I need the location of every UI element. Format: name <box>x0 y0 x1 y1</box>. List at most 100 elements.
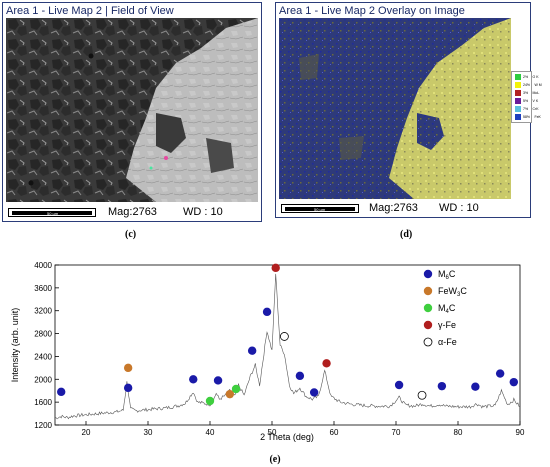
legend-marker <box>423 303 433 313</box>
xrd-chart: 1200 1600 2000 2400 2800 3200 3600 4000 20 30 40 5… <box>10 261 525 465</box>
legend-label: FeW3C <box>438 286 467 298</box>
phase-markers <box>57 263 518 406</box>
legend-label: γ-Fe <box>438 320 456 330</box>
x-tick-label: 20 <box>82 428 91 437</box>
phase-marker <box>123 363 133 373</box>
legend-row: 7% CrK <box>515 105 539 113</box>
y-tick-label: 2000 <box>34 375 52 384</box>
legend-marker <box>423 286 433 296</box>
legend-element: V K <box>532 99 539 103</box>
chart-legend: M6C FeW3C M4C γ-Fe α-Fe <box>423 269 467 347</box>
panel-c-mag: Mag:2763 <box>108 206 157 218</box>
legend-marker <box>423 320 433 330</box>
panel-d-scalebar <box>285 207 355 211</box>
legend-element: FeK <box>534 115 541 119</box>
panel-d-scale-text: 50 µm <box>314 206 326 212</box>
y-axis-ticks: 1200 1600 2000 2400 2800 3200 3600 4000 <box>34 261 59 430</box>
marker-alpha-fe <box>417 390 427 400</box>
legend-label: M6C <box>438 269 456 281</box>
x-tick-label: 60 <box>330 428 339 437</box>
xrd-pattern-line <box>54 273 521 420</box>
legend-element: MoL <box>532 91 540 95</box>
legend-swatch <box>515 74 521 80</box>
panel-d-title: Area 1 - Live Map 2 Overlay on Image <box>279 5 465 17</box>
panel-c-scale-text: 50 µm <box>47 210 59 216</box>
x-tick-label: 70 <box>392 428 401 437</box>
legend-pct: 5% <box>523 99 529 103</box>
legend-swatch <box>515 90 521 96</box>
panel-d-wd: WD : 10 <box>439 202 479 214</box>
legend-pct: 58% <box>523 115 531 119</box>
legend-element: O K <box>532 75 539 79</box>
x-axis-label: 2 Theta (deg) <box>260 432 314 442</box>
legend-label: M4C <box>438 303 456 315</box>
panel-c-title: Area 1 - Live Map 2 | Field of View <box>6 5 174 17</box>
phase-marker <box>309 388 319 397</box>
phase-marker <box>322 359 331 368</box>
legend-pct: 7% <box>523 107 529 111</box>
legend-swatch <box>515 82 521 88</box>
phase-marker <box>394 380 404 390</box>
legend-swatch <box>515 106 521 112</box>
phase-marker <box>271 263 280 273</box>
legend-row: 3% MoL <box>515 89 539 97</box>
panel-d-label: (d) <box>400 229 413 240</box>
panel-c-frame: Area 1 - Live Map 2 | Field of View <box>2 2 262 222</box>
y-axis-label: Intensity (arb. unit) <box>10 308 20 383</box>
y-tick-label: 3200 <box>34 307 52 316</box>
legend-row: 24% W M <box>515 81 542 89</box>
panel-c-label: (c) <box>125 229 137 240</box>
legend-element: W M <box>534 83 542 87</box>
phase-marker <box>295 371 305 381</box>
x-tick-label: 30 <box>144 428 153 437</box>
phase-marker <box>231 384 241 394</box>
legend-label: α-Fe <box>438 337 457 347</box>
x-tick-label: 40 <box>206 428 215 437</box>
y-tick-label: 1200 <box>34 421 52 430</box>
phase-marker <box>225 389 235 399</box>
phase-marker <box>247 346 257 355</box>
marker-alpha-fe <box>279 332 289 341</box>
phase-marker <box>471 382 480 391</box>
phase-marker <box>57 387 66 397</box>
y-tick-label: 4000 <box>34 261 52 270</box>
y-tick-label: 2800 <box>34 330 52 339</box>
panel-c-scalebar <box>12 211 92 215</box>
legend-swatch <box>515 114 521 120</box>
legend-marker <box>423 337 433 347</box>
x-tick-label: 90 <box>516 428 525 437</box>
legend-swatch <box>515 98 521 104</box>
legend-pct: 3% <box>523 91 529 95</box>
y-tick-label: 1600 <box>34 398 52 407</box>
legend-element: CrK <box>532 107 539 111</box>
panel-c-scalebar-box: 50 µm <box>8 208 96 217</box>
legend-row: 58% FeK <box>515 113 541 121</box>
y-tick-label: 3600 <box>34 284 52 293</box>
panel-d-scalebar-box: 50 µm <box>281 204 359 213</box>
legend-row: 5% V K <box>515 97 538 105</box>
x-tick-label: 80 <box>454 428 463 437</box>
y-tick-label: 2400 <box>34 352 52 361</box>
phase-marker <box>262 307 272 317</box>
panel-c-sem-image <box>6 18 258 202</box>
legend-pct: 2% <box>523 75 529 79</box>
phase-marker <box>123 383 133 393</box>
x-tick-label: 50 <box>268 428 277 437</box>
panel-d-frame: Area 1 - Live Map 2 Overlay on Image <box>275 2 542 218</box>
panel-d-overlay-image <box>279 18 511 199</box>
phase-marker <box>189 375 198 384</box>
phase-marker <box>213 376 223 385</box>
legend-marker <box>423 269 433 279</box>
panel-e-label: (e) <box>269 454 280 465</box>
x-axis-ticks: 20 30 40 50 60 70 80 90 <box>82 421 525 437</box>
phase-marker <box>437 381 447 391</box>
legend-row: 2% O K <box>515 73 539 81</box>
legend-pct: 24% <box>523 83 531 87</box>
phase-marker <box>509 377 518 387</box>
plot-frame <box>54 264 521 426</box>
panel-c-wd: WD : 10 <box>183 206 223 218</box>
panel-d-mag: Mag:2763 <box>369 202 418 214</box>
phase-marker <box>495 369 505 378</box>
phase-marker <box>205 396 215 406</box>
panel-d-legend: 2% O K 24% W M 3% MoL 5% V K 7% CrK 58% … <box>511 71 542 123</box>
